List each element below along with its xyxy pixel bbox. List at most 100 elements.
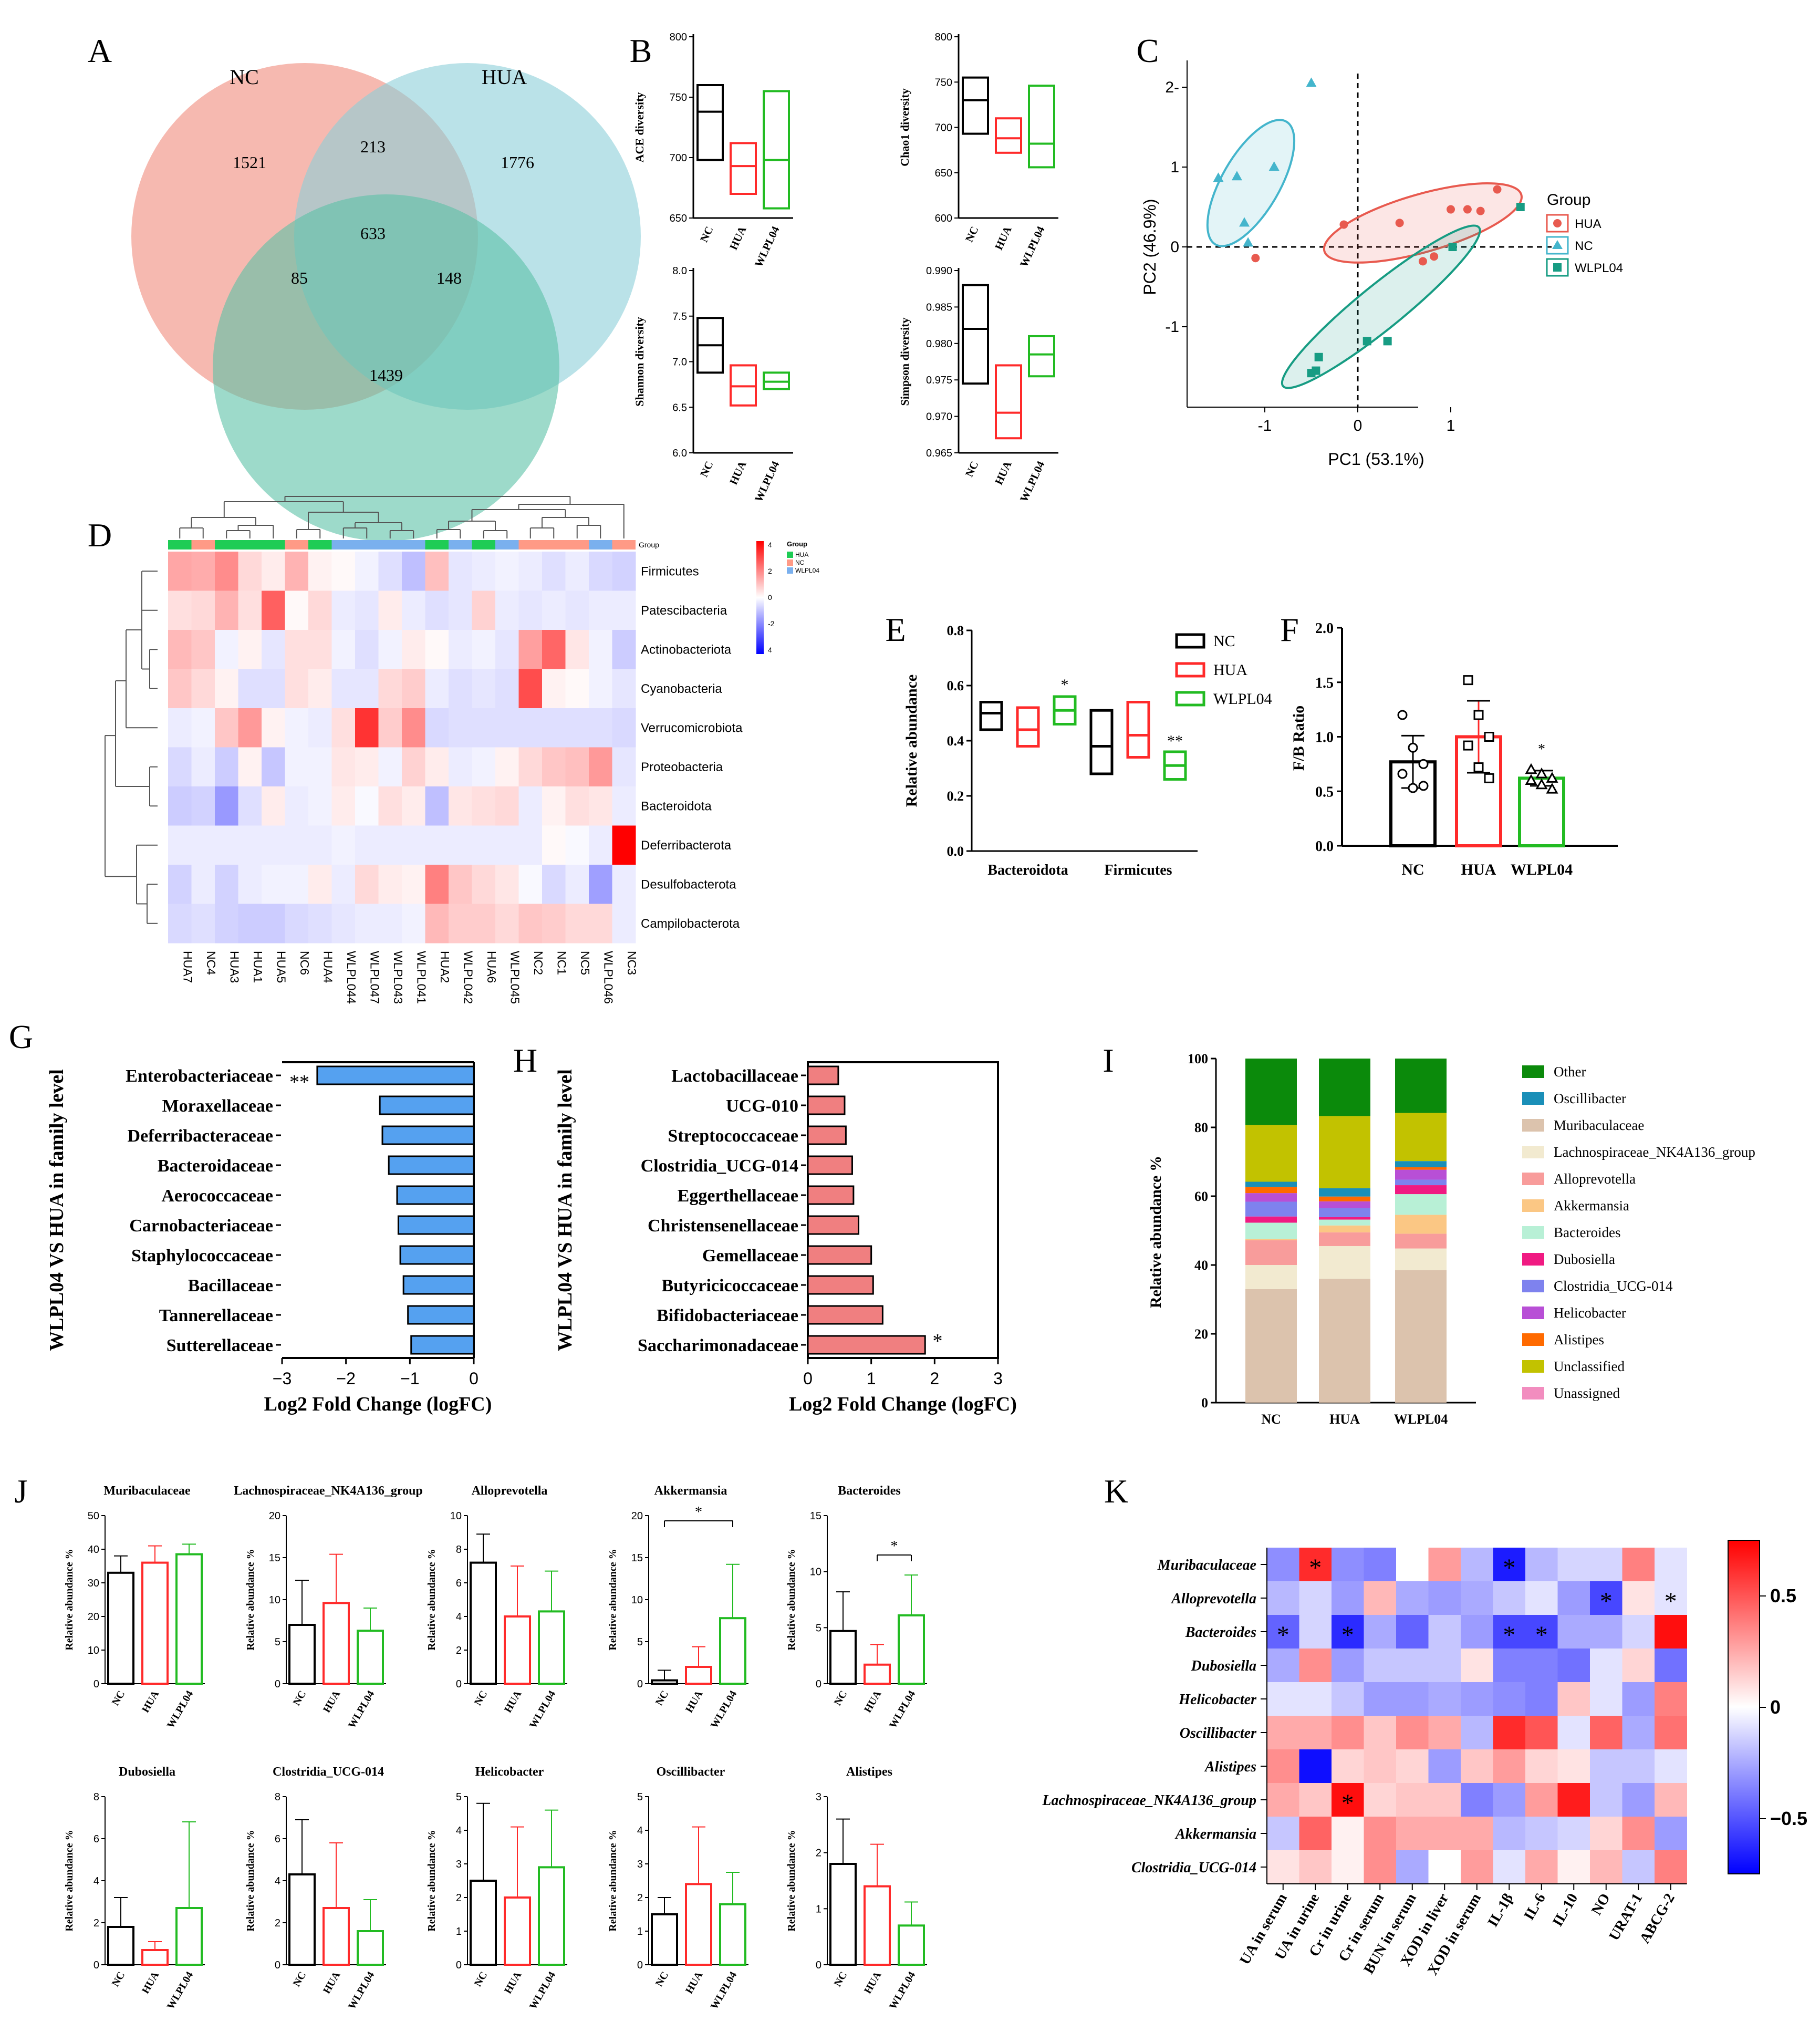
heatmap-cell <box>168 904 192 944</box>
tick-label: 0.980 <box>926 338 952 350</box>
heatmap-cell <box>1622 1649 1655 1683</box>
venn-count: 1521 <box>233 153 266 172</box>
data-point <box>1397 710 1408 720</box>
legend-label: Akkermansia <box>1554 1198 1629 1214</box>
heatmap-cell <box>449 552 472 591</box>
axis-title: Relative abundance % <box>426 1830 438 1931</box>
significance-star: * <box>1309 1554 1322 1582</box>
group-label: NC <box>110 1970 127 1989</box>
category-label: NC <box>1401 861 1424 878</box>
heatmap-cell <box>542 786 566 826</box>
group-label: NC <box>698 224 716 244</box>
venn-count: 633 <box>360 224 386 243</box>
significance-mark: ** <box>1167 732 1183 750</box>
stack-segment <box>1395 1169 1447 1180</box>
group-strip <box>191 540 215 550</box>
subplot-title: Clostridia_UCG-014 <box>273 1765 384 1779</box>
heatmap-cell <box>518 825 543 865</box>
group-label: WLPL04 <box>165 1970 196 2012</box>
subplot-title: Akkermansia <box>654 1484 727 1498</box>
tick-label: 0.2 <box>947 789 964 804</box>
heatmap-cell <box>355 708 379 748</box>
heatmap-cell <box>1396 1817 1429 1851</box>
heatmap-cell <box>589 865 612 904</box>
data-point <box>1418 781 1429 791</box>
heatmap-cell <box>518 747 543 787</box>
row-label: Proteobacteria <box>641 760 723 774</box>
heatmap-cell <box>285 708 309 748</box>
tick-label: 5 <box>456 1791 462 1803</box>
fb-ratio-bar: 0.0 0.5 1.0 1.5 2.0 F/B Ratio NC HUA WLPL04 * <box>1290 620 1618 878</box>
tick-label: 2 <box>275 1917 280 1929</box>
bar <box>288 1873 316 1966</box>
tick-label: 0 <box>816 1678 821 1690</box>
heatmap-cell <box>1299 1581 1332 1615</box>
heatmap-cell <box>1267 1581 1299 1615</box>
group-label: NC <box>653 1970 671 1989</box>
heatmap-cell <box>378 786 402 826</box>
ellipse-nc <box>1206 119 1296 247</box>
heatmap-cell <box>542 904 566 944</box>
heatmap-cell <box>1525 1783 1558 1817</box>
stack-segment <box>1319 1208 1370 1217</box>
heatmap-cell <box>472 630 496 669</box>
axis-title: Relative abundance % <box>64 1549 75 1650</box>
group-label: WLPL04 <box>887 1970 918 2012</box>
group-label: HUA <box>992 224 1014 252</box>
panel-letter-J: J <box>15 1473 28 1510</box>
bar <box>685 1883 712 1966</box>
heatmap-cell <box>1525 1581 1558 1615</box>
heatmap-cell <box>285 904 309 944</box>
box <box>962 76 989 135</box>
tick-label: −2 <box>336 1369 355 1388</box>
tick-label: 800 <box>935 32 952 43</box>
bar <box>402 1275 475 1295</box>
row-label: Clostridia_UCG-014 <box>1131 1860 1256 1876</box>
heatmap-cell <box>565 552 589 591</box>
heatmap-cell <box>1364 1817 1397 1851</box>
bar <box>898 1614 925 1685</box>
heatmap-cell <box>402 630 425 669</box>
legend-key <box>1522 1360 1544 1373</box>
heatmap-cell <box>1461 1649 1493 1683</box>
column-label: WLPL046 <box>601 951 615 1004</box>
point-hua <box>1430 252 1439 261</box>
tick-label: 0.6 <box>947 678 964 693</box>
axis-title: Relative abundance % <box>1147 1156 1164 1308</box>
colorbar-gradient <box>756 541 764 654</box>
bar <box>504 1615 531 1685</box>
tick-label: 8 <box>456 1544 462 1556</box>
heatmap-cell <box>589 708 612 748</box>
column-label: NC6 <box>298 951 311 975</box>
venn-count: 1439 <box>369 366 403 385</box>
stack-segment <box>1245 1239 1297 1240</box>
heatmap-cell <box>1622 1548 1655 1582</box>
heatmap-cell <box>1332 1682 1364 1716</box>
heatmap-cell <box>1364 1682 1397 1716</box>
bar <box>807 1185 855 1205</box>
tick-label: 10 <box>269 1594 280 1606</box>
row-label: Lachnospiraceae_NK4A136_group <box>1042 1792 1256 1809</box>
colorbar-tick: 4 <box>768 646 772 654</box>
row-label: Muribaculaceae <box>1157 1557 1256 1573</box>
heatmap-cell <box>191 590 215 630</box>
heatmap-cell <box>1428 1749 1461 1784</box>
tick-label: 8.0 <box>672 265 687 277</box>
group-label: WLPL04 <box>346 1970 377 2012</box>
heatmap-cell <box>1557 1581 1590 1615</box>
category-label: Tannerellaceae <box>159 1306 273 1325</box>
tick-label: 10 <box>810 1567 821 1578</box>
point-nc <box>1306 77 1317 87</box>
heatmap-cell <box>238 904 262 944</box>
heatmap-cell <box>1299 1850 1332 1884</box>
bar <box>829 1863 857 1966</box>
group-label: HUA <box>321 1969 343 1996</box>
tick-label: 15 <box>269 1552 280 1564</box>
point-wlpl04 <box>1383 337 1392 346</box>
phyla-box-plot: 0.0 0.2 0.4 0.6 0.8 Relative abundance Bactero… <box>903 623 1272 878</box>
tick-label: 4 <box>456 1825 462 1837</box>
axis-title: PC2 (46.9%) <box>1140 199 1159 295</box>
legend-key <box>1522 1333 1544 1346</box>
subplot-title: Muribaculaceae <box>103 1484 191 1498</box>
heatmap-cell <box>449 590 472 630</box>
